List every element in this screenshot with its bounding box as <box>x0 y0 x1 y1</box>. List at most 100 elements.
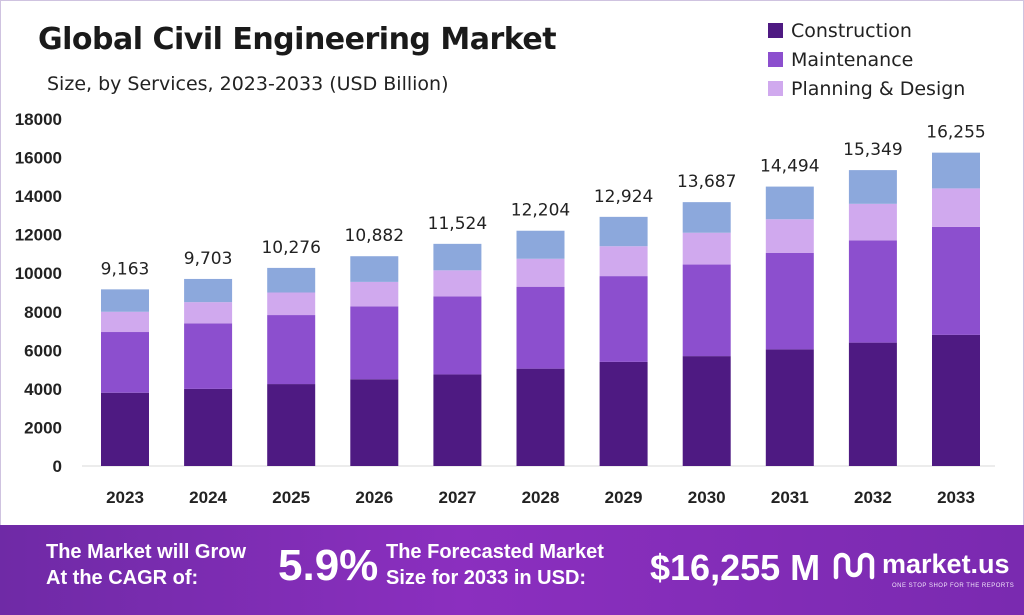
bar-segment <box>516 258 565 287</box>
bar-segment <box>682 202 731 233</box>
bar-segment <box>765 349 814 466</box>
x-tick-label: 2032 <box>854 488 892 507</box>
chart-title: Global Civil Engineering Market <box>38 22 557 57</box>
bar-segment <box>516 230 565 259</box>
cagr-caption-line1: The Market will Grow <box>46 541 247 563</box>
legend-swatch-maintenance <box>768 52 783 67</box>
bar-segment <box>433 243 482 271</box>
x-tick-label: 2026 <box>355 488 393 507</box>
cagr-value: 5.9% <box>278 541 379 590</box>
bar-segment <box>267 292 316 316</box>
bar-segment <box>599 361 648 466</box>
total-label: 16,255 <box>926 123 985 143</box>
bar-segment <box>350 256 399 282</box>
y-tick-label: 10000 <box>15 264 62 283</box>
x-tick-label: 2025 <box>272 488 310 507</box>
x-tick-label: 2031 <box>771 488 809 507</box>
bar-segment <box>765 252 814 350</box>
legend-swatch-construction <box>768 23 783 38</box>
bar-segment <box>682 264 731 357</box>
bar-segment <box>848 342 897 466</box>
bar-segment <box>267 384 316 466</box>
x-tick-label: 2030 <box>688 488 726 507</box>
cagr-caption: The Market will Grow At the CAGR of: <box>46 539 246 591</box>
y-tick-label: 0 <box>53 457 62 476</box>
x-tick-label: 2027 <box>438 488 476 507</box>
bar-segment <box>765 186 814 220</box>
y-tick-label: 12000 <box>15 226 62 245</box>
bar-segment <box>184 278 233 303</box>
brand-tagline: ONE STOP SHOP FOR THE REPORTS <box>892 583 1015 589</box>
bar-segment <box>267 267 316 293</box>
forecast-caption-line1: The Forecasted Market <box>386 541 604 563</box>
y-tick-label: 18000 <box>15 110 62 129</box>
legend-label-construction: Construction <box>791 19 912 42</box>
bar-segment <box>101 332 149 393</box>
chart-subtitle: Size, by Services, 2023-2033 (USD Billio… <box>47 73 449 95</box>
legend-item-maintenance: Maintenance <box>768 45 965 74</box>
legend-swatch-planning <box>768 81 783 96</box>
bar-segment <box>599 276 648 362</box>
y-tick-label: 16000 <box>15 149 62 168</box>
bar-segment <box>932 188 980 227</box>
total-label: 9,703 <box>184 249 233 269</box>
bar-segment <box>848 240 897 343</box>
bar-segment <box>433 374 482 466</box>
forecast-caption: The Forecasted Market Size for 2033 in U… <box>386 539 604 591</box>
total-label: 10,276 <box>261 238 320 258</box>
total-label: 10,882 <box>345 226 404 246</box>
y-tick-label: 8000 <box>24 303 62 322</box>
bar-segment <box>848 170 897 204</box>
bar-segment <box>433 296 482 375</box>
x-tick-label: 2029 <box>605 488 643 507</box>
total-label: 13,687 <box>677 172 736 192</box>
total-label: 14,494 <box>760 157 819 177</box>
brand-name: market.us <box>882 548 1010 579</box>
bar-segment <box>848 203 897 241</box>
bar-segment <box>932 334 980 466</box>
legend-item-construction: Construction <box>768 16 965 45</box>
legend-item-planning: Planning & Design <box>768 74 965 103</box>
y-tick-label: 14000 <box>15 187 62 206</box>
bar-segment <box>599 246 648 277</box>
stacked-bar-chart: 0 2000 4000 6000 8000 10000 12000 14000 16000 180… <box>15 110 995 507</box>
bar-segment <box>101 392 149 466</box>
bar-segment <box>101 311 149 333</box>
cagr-caption-line2: At the CAGR of: <box>46 567 199 589</box>
bar-segment <box>682 232 731 265</box>
x-tick-label: 2028 <box>522 488 560 507</box>
bar-segment <box>932 152 980 189</box>
brand-logo: market.us <box>832 547 1010 581</box>
bar-segment <box>267 315 316 385</box>
bar-segment <box>350 281 399 307</box>
x-tick-label: 2024 <box>189 488 227 507</box>
x-tick-label: 2023 <box>106 488 144 507</box>
total-label: 15,349 <box>843 140 902 160</box>
total-label: 9,163 <box>101 259 150 279</box>
bar-segment <box>682 356 731 466</box>
y-tick-label: 4000 <box>24 380 62 399</box>
market-us-logo-icon <box>833 552 875 580</box>
bar-segment <box>350 379 399 466</box>
legend-label-maintenance: Maintenance <box>791 48 914 71</box>
total-label: 12,204 <box>511 201 570 221</box>
forecast-value: $16,255 M <box>650 547 821 588</box>
bar-segment <box>350 306 399 380</box>
bar-segment <box>599 216 648 247</box>
bar-segment <box>516 286 565 369</box>
bar-segment <box>516 368 565 466</box>
bar-segment <box>932 226 980 335</box>
chart-legend: Construction Maintenance Planning & Desi… <box>768 16 965 103</box>
bar-segment <box>184 388 233 466</box>
y-tick-label: 6000 <box>24 341 62 360</box>
bar-segment <box>765 219 814 253</box>
summary-banner: The Market will Grow At the CAGR of: 5.9… <box>0 525 1024 615</box>
y-tick-label: 2000 <box>24 418 62 437</box>
bar-segment <box>433 270 482 297</box>
bar-segment <box>184 302 233 324</box>
total-label: 12,924 <box>594 187 653 207</box>
bar-segment <box>184 323 233 389</box>
forecast-caption-line2: Size for 2033 in USD: <box>386 567 587 589</box>
legend-label-planning: Planning & Design <box>791 77 966 100</box>
x-tick-label: 2033 <box>937 488 975 507</box>
